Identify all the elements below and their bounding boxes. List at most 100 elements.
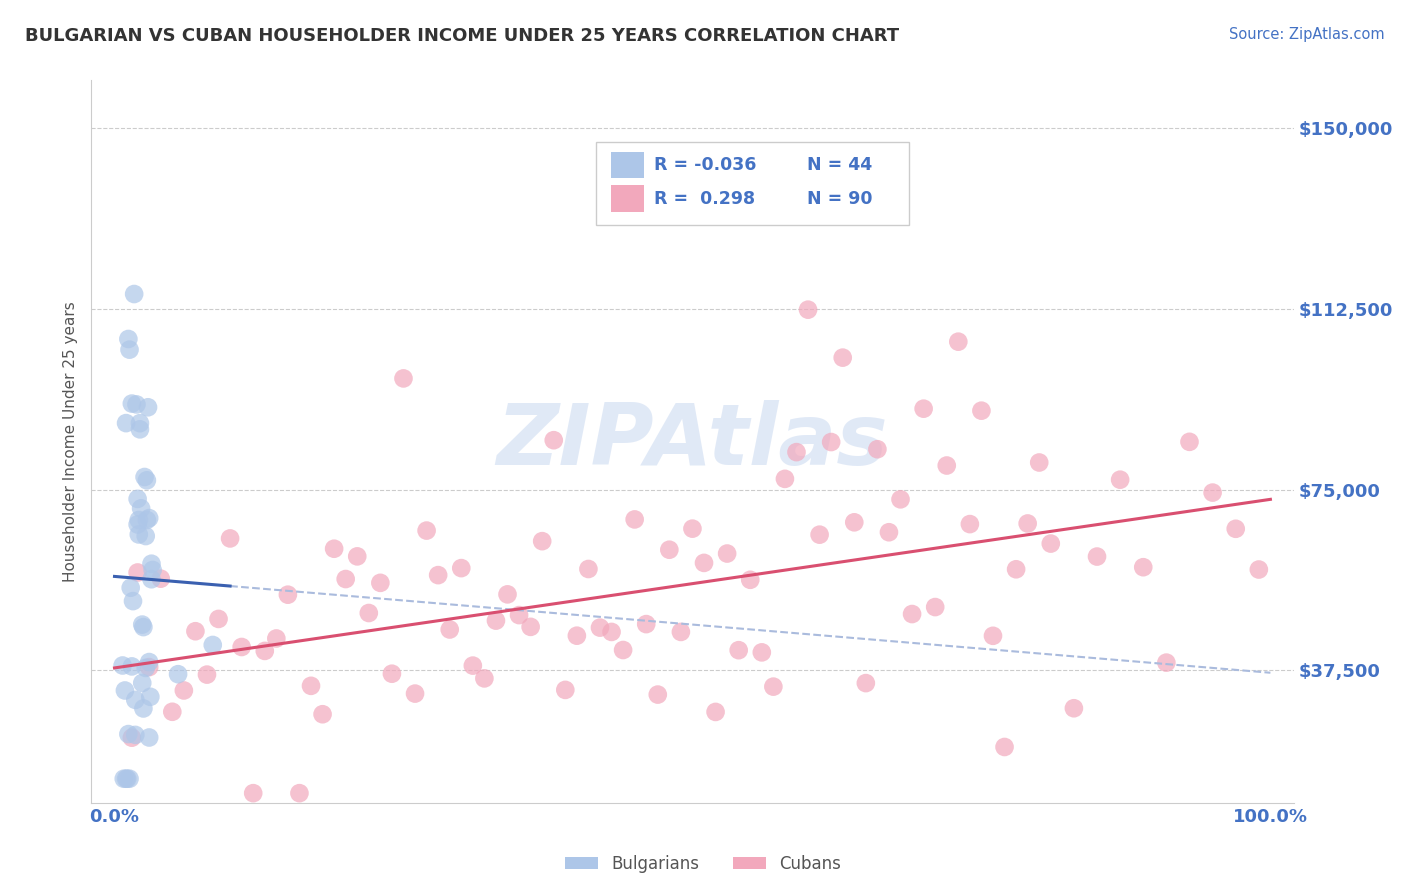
Point: [128, 527, 150, 541]
Point: [370, 575, 392, 590]
Point: [820, 435, 842, 450]
Point: [128, 513, 150, 527]
Point: [773, 472, 796, 486]
Point: [132, 620, 155, 634]
Point: [392, 371, 415, 385]
Point: [129, 501, 152, 516]
Point: [855, 676, 877, 690]
Point: [415, 524, 437, 538]
Point: [122, 594, 145, 608]
Point: [600, 624, 623, 639]
Point: [162, 705, 184, 719]
Point: [647, 688, 669, 702]
Point: [124, 728, 146, 742]
Point: [129, 416, 152, 430]
Point: [323, 541, 346, 556]
Point: [658, 542, 681, 557]
Point: [195, 667, 218, 681]
Point: [623, 512, 645, 526]
Text: R =  0.298: R = 0.298: [654, 190, 755, 208]
Point: [141, 557, 163, 571]
Point: [266, 632, 288, 646]
Point: [1005, 562, 1028, 576]
Point: [565, 629, 588, 643]
Point: [427, 568, 450, 582]
Point: [970, 403, 993, 417]
Point: [474, 672, 496, 686]
Point: [496, 587, 519, 601]
Point: [127, 517, 149, 532]
Point: [1017, 516, 1039, 531]
Text: ZIPAtlas: ZIPAtlas: [496, 400, 889, 483]
Point: [115, 772, 138, 786]
Point: [118, 772, 141, 786]
Point: [901, 607, 924, 621]
Point: [121, 396, 143, 410]
Point: [135, 661, 157, 675]
Point: [439, 623, 461, 637]
Point: [589, 621, 612, 635]
Point: [173, 683, 195, 698]
Point: [131, 676, 153, 690]
Point: [762, 680, 785, 694]
Point: [138, 660, 160, 674]
Point: [831, 351, 853, 365]
Point: [149, 572, 172, 586]
Point: [118, 343, 141, 357]
Point: [121, 659, 143, 673]
Point: [993, 739, 1015, 754]
Point: [450, 561, 472, 575]
Point: [704, 705, 727, 719]
Point: [184, 624, 207, 639]
Point: [797, 302, 820, 317]
Point: [231, 640, 253, 654]
Point: [114, 683, 136, 698]
Point: [461, 658, 484, 673]
Point: [131, 617, 153, 632]
Point: [127, 566, 149, 580]
Point: [115, 416, 138, 430]
Point: [117, 727, 139, 741]
Point: [117, 332, 139, 346]
Point: [1178, 434, 1201, 449]
Legend: Bulgarians, Cubans: Bulgarians, Cubans: [558, 848, 848, 880]
Y-axis label: Householder Income Under 25 years: Householder Income Under 25 years: [62, 301, 77, 582]
Point: [948, 334, 970, 349]
Point: [578, 562, 600, 576]
Point: [242, 786, 264, 800]
Point: [681, 522, 703, 536]
Point: [866, 442, 889, 457]
Point: [981, 629, 1004, 643]
Point: [1109, 473, 1132, 487]
Point: [1201, 485, 1223, 500]
Bar: [610, 152, 644, 178]
Point: [785, 445, 807, 459]
Point: [135, 513, 157, 527]
Text: Source: ZipAtlas.com: Source: ZipAtlas.com: [1229, 27, 1385, 42]
Point: [120, 581, 142, 595]
Point: [138, 731, 160, 745]
Point: [112, 772, 135, 786]
Point: [125, 397, 148, 411]
Point: [485, 614, 508, 628]
Point: [1039, 536, 1062, 550]
Text: R = -0.036: R = -0.036: [654, 156, 756, 174]
Point: [1132, 560, 1154, 574]
Point: [129, 422, 152, 436]
Point: [808, 527, 831, 541]
Text: N = 44: N = 44: [807, 156, 872, 174]
Point: [959, 517, 981, 532]
Point: [519, 620, 541, 634]
Point: [253, 644, 276, 658]
Point: [924, 600, 946, 615]
Point: [716, 547, 738, 561]
Bar: [610, 186, 644, 211]
Point: [311, 707, 333, 722]
Text: N = 90: N = 90: [807, 190, 872, 208]
Point: [121, 731, 143, 745]
Point: [219, 532, 242, 546]
Point: [751, 645, 773, 659]
Point: [740, 573, 762, 587]
Point: [142, 563, 165, 577]
Point: [508, 608, 530, 623]
